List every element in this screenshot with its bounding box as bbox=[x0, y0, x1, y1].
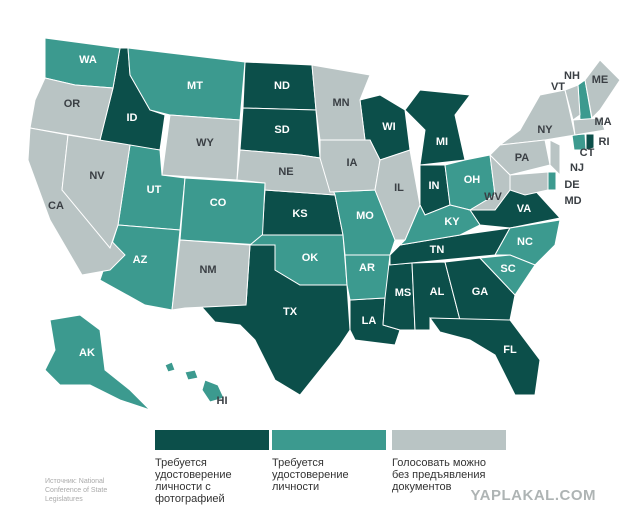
state-label: OH bbox=[464, 174, 481, 186]
state-label: VT bbox=[551, 81, 565, 93]
state-label: NJ bbox=[570, 162, 584, 174]
state-label: CA bbox=[48, 200, 64, 212]
state-label: IN bbox=[429, 180, 440, 192]
legend-label: документов bbox=[392, 481, 452, 493]
state-shape bbox=[44, 314, 151, 411]
state-label: FL bbox=[503, 344, 517, 356]
states bbox=[27, 37, 621, 411]
source-note: Источник: National bbox=[45, 478, 105, 485]
legend-label: Требуется bbox=[155, 457, 207, 469]
state-shape bbox=[468, 153, 511, 211]
state-shape bbox=[236, 149, 336, 196]
state-label: WI bbox=[382, 121, 395, 133]
state-label: MT bbox=[187, 80, 203, 92]
state-label: WV bbox=[484, 191, 502, 203]
state-shape bbox=[444, 257, 516, 321]
state-label: PA bbox=[515, 152, 530, 164]
state-label: MD bbox=[564, 195, 581, 207]
state-label: NV bbox=[89, 170, 105, 182]
state-label: IL bbox=[394, 182, 404, 194]
legend-swatch bbox=[392, 430, 506, 450]
state-shape bbox=[509, 171, 549, 196]
state-label: RI bbox=[599, 136, 610, 148]
state-label: HI bbox=[217, 395, 228, 407]
state-shape bbox=[547, 171, 557, 191]
state-shape bbox=[179, 177, 266, 246]
state-label: CO bbox=[210, 197, 227, 209]
state-label: NM bbox=[199, 264, 216, 276]
legend-label: без предъявления bbox=[392, 469, 485, 481]
state-shape bbox=[248, 234, 348, 286]
state-label: UT bbox=[147, 184, 162, 196]
state-label: LA bbox=[362, 315, 377, 327]
state-label: IA bbox=[347, 157, 358, 169]
state-label: MO bbox=[356, 210, 374, 222]
legend-label: удостоверение bbox=[155, 469, 232, 481]
legend-label: Требуется bbox=[272, 457, 324, 469]
state-shape bbox=[164, 361, 225, 403]
state-label: ID bbox=[127, 112, 138, 124]
state-label: NC bbox=[517, 236, 533, 248]
state-label: MN bbox=[332, 97, 349, 109]
state-shape bbox=[429, 317, 541, 396]
watermark: YAPLAKAL.COM bbox=[471, 487, 596, 504]
state-shape bbox=[584, 59, 621, 120]
legend-label: удостоверение bbox=[272, 469, 349, 481]
state-label: KS bbox=[292, 208, 307, 220]
legend-label: личности bbox=[272, 481, 319, 493]
state-label: TX bbox=[283, 306, 298, 318]
state-shape bbox=[572, 117, 606, 136]
state-label: MS bbox=[395, 287, 412, 299]
state-label: OR bbox=[64, 98, 81, 110]
state-label: CT bbox=[580, 147, 595, 159]
state-label: KY bbox=[444, 216, 460, 228]
state-shape bbox=[564, 84, 581, 121]
state-label: SC bbox=[500, 263, 515, 275]
state-label: ME bbox=[592, 74, 609, 86]
state-shape bbox=[61, 134, 131, 250]
state-label: AL bbox=[430, 286, 445, 298]
state-shape bbox=[374, 149, 421, 241]
legend-label: Голосовать можно bbox=[392, 457, 486, 469]
state-label: MA bbox=[594, 116, 611, 128]
legend-label: фотографией bbox=[155, 493, 225, 505]
state-shape bbox=[171, 239, 251, 311]
source-note: Legislatures bbox=[45, 496, 83, 503]
state-shape bbox=[549, 139, 561, 177]
state-label: WA bbox=[79, 54, 97, 66]
state-shape bbox=[478, 254, 536, 296]
state-label: AK bbox=[79, 347, 95, 359]
state-label: GA bbox=[472, 286, 489, 298]
legend-swatch bbox=[155, 430, 269, 450]
state-label: MI bbox=[436, 136, 448, 148]
state-shape bbox=[404, 89, 471, 166]
state-label: ND bbox=[274, 80, 290, 92]
legend-label: личности с bbox=[155, 481, 211, 493]
state-label: AR bbox=[359, 262, 375, 274]
state-label: TN bbox=[430, 244, 445, 256]
state-label: NH bbox=[564, 70, 580, 82]
state-shape bbox=[498, 89, 576, 146]
state-label: VA bbox=[517, 203, 532, 215]
legend-swatch bbox=[272, 430, 386, 450]
source-note: Conference of State bbox=[45, 487, 107, 494]
state-label: NY bbox=[537, 124, 553, 136]
state-label: SD bbox=[274, 124, 289, 136]
state-label: DE bbox=[564, 179, 579, 191]
state-label: OK bbox=[302, 252, 319, 264]
state-label: NE bbox=[278, 166, 293, 178]
state-label: WY bbox=[196, 137, 214, 149]
state-label: AZ bbox=[133, 254, 148, 266]
state-labels: ID ND SD KS TX LA MS AL GA FL TN IN MI WI VA RI WA MT UT CO… bbox=[48, 54, 612, 407]
